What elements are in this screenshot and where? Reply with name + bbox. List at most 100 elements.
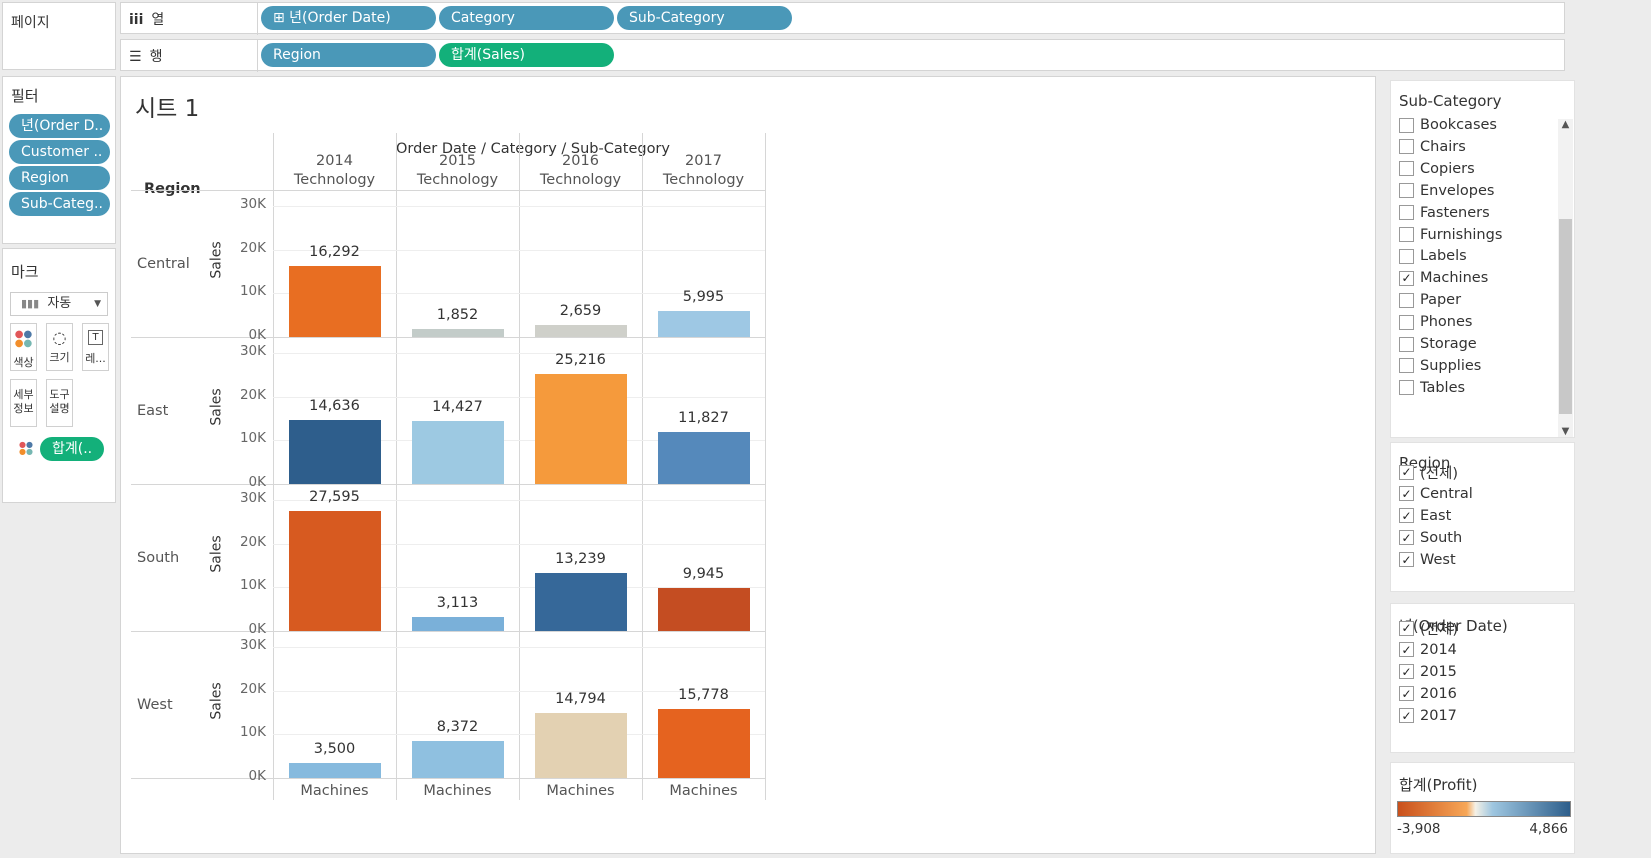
checkbox-icon[interactable] <box>1399 227 1414 242</box>
checkbox-icon[interactable] <box>1399 248 1414 264</box>
checkbox-checked-icon[interactable]: ✓ <box>1399 270 1414 286</box>
scroll-thumb[interactable] <box>1559 219 1572 414</box>
subcategory-filter-item[interactable]: ✓ Machines <box>1399 267 1488 289</box>
region-filter-card: Region ✓ (전체) ✓ Central ✓ East ✓ South ✓ West <box>1390 442 1575 592</box>
year-filter-item-label: 2017 <box>1420 707 1457 724</box>
subcategory-filter-item-label: Furnishings <box>1420 226 1503 243</box>
mark-tooltip-button[interactable]: 도구 설명 <box>46 379 73 427</box>
checkbox-icon[interactable] <box>1399 336 1414 352</box>
subcategory-filter-item-label: Supplies <box>1420 357 1482 374</box>
size-circles-icon: ◌ <box>52 328 67 347</box>
region-filter-item[interactable]: ✓ West <box>1399 549 1456 571</box>
pages-shelf-title: 페이지 <box>11 15 50 31</box>
checkbox-checked-icon[interactable]: ✓ <box>1399 530 1414 546</box>
subcategory-filter-item[interactable]: Bookcases <box>1399 114 1497 136</box>
filter-pill-customer[interactable]: Customer .. <box>9 140 110 164</box>
checkbox-icon[interactable] <box>1399 117 1414 133</box>
rows-pill-region[interactable]: Region <box>261 43 436 67</box>
subcategory-filter-item[interactable]: Phones <box>1399 311 1472 333</box>
year-filter-item[interactable]: ✓ (전체) <box>1399 617 1458 639</box>
profit-legend-title: 합계(Profit) <box>1399 776 1478 794</box>
subcategory-filter-item-label: Chairs <box>1420 138 1466 155</box>
text-label-icon: T <box>88 330 103 345</box>
subcategory-filter-card: Sub-Category Bookcases Chairs Copiers Envel… <box>1390 80 1575 438</box>
profit-max-label: 4,866 <box>1529 821 1568 837</box>
subcategory-filter-item-label: Paper <box>1420 292 1462 309</box>
scroll-up-icon[interactable]: ▲ <box>1561 119 1570 130</box>
mark-color-button[interactable]: ●● ●● 색상 <box>10 323 37 371</box>
profit-gradient[interactable] <box>1397 801 1571 817</box>
year-filter-item[interactable]: ✓ 2017 <box>1399 705 1457 727</box>
columns-pill-category[interactable]: Category <box>439 6 614 30</box>
profit-min-label: -3,908 <box>1397 821 1441 837</box>
subcategory-filter-item-label: Tables <box>1420 379 1466 396</box>
rows-shelf[interactable]: ☰ 행 Region 합계(Sales) <box>120 39 1565 72</box>
color-dots-icon: ●● ●● <box>14 329 33 349</box>
sheet-title: 시트 1 <box>135 96 200 122</box>
mark-type-dropdown[interactable]: ▮▮▮ 자동 ▼ <box>10 292 108 316</box>
scroll-down-icon[interactable]: ▼ <box>1561 426 1570 437</box>
pages-shelf[interactable]: 페이지 <box>2 2 116 70</box>
checkbox-icon[interactable] <box>1399 314 1414 330</box>
checkbox-icon[interactable] <box>1399 139 1414 155</box>
subcategory-filter-item[interactable]: Storage <box>1399 333 1477 355</box>
subcategory-filter-item-label: Storage <box>1420 336 1477 352</box>
columns-shelf-label: iii 열 <box>129 12 165 28</box>
year-filter-item[interactable]: ✓ 2014 <box>1399 639 1457 661</box>
subcategory-filter-item[interactable]: Fasteners <box>1399 202 1490 224</box>
subcategory-filter-item[interactable]: Labels <box>1399 245 1467 267</box>
checkbox-checked-icon[interactable]: ✓ <box>1399 620 1414 636</box>
checkbox-checked-icon[interactable]: ✓ <box>1399 664 1414 680</box>
checkbox-checked-icon[interactable]: ✓ <box>1399 508 1414 524</box>
scrollbar[interactable]: ▲ ▼ <box>1558 119 1573 437</box>
rows-pill-sum-sales[interactable]: 합계(Sales) <box>439 43 614 67</box>
subcategory-filter-item-label: Envelopes <box>1420 182 1495 199</box>
subcategory-filter-item-label: Labels <box>1420 248 1467 265</box>
checkbox-checked-icon[interactable]: ✓ <box>1399 464 1414 480</box>
subcategory-filter-item[interactable]: Envelopes <box>1399 180 1494 202</box>
subcategory-filter-item[interactable]: Furnishings <box>1399 224 1502 246</box>
region-filter-item[interactable]: ✓ East <box>1399 505 1451 527</box>
checkbox-icon[interactable] <box>1399 183 1414 199</box>
chevron-down-icon: ▼ <box>94 299 101 309</box>
subcategory-filter-item[interactable]: Paper <box>1399 289 1461 311</box>
columns-pill-sub-category[interactable]: Sub-Category <box>617 6 792 30</box>
columns-pill-order-date[interactable]: ⊞ 년(Order Date) <box>261 6 436 30</box>
region-filter-item[interactable]: ✓ Central <box>1399 483 1473 505</box>
checkbox-checked-icon[interactable]: ✓ <box>1399 486 1414 502</box>
year-filter-item-label: 2014 <box>1420 641 1457 658</box>
bar-chart-icon: ▮▮▮ <box>21 297 40 310</box>
year-filter-title: 년(Order Date) <box>1399 617 1508 635</box>
checkbox-icon[interactable] <box>1399 358 1414 374</box>
columns-shelf[interactable]: iii 열 ⊞ 년(Order Date) Category Sub-Catego… <box>120 2 1565 35</box>
mark-detail-button[interactable]: 세부 정보 <box>10 379 37 427</box>
marks-title: 마크 <box>11 263 39 281</box>
marks-pill-sum-profit[interactable]: 합계(.. <box>40 437 104 461</box>
checkbox-icon[interactable] <box>1399 380 1414 396</box>
subcategory-filter-item[interactable]: Copiers <box>1399 158 1475 180</box>
filter-pill-order-date[interactable]: 년(Order D.. <box>9 114 110 138</box>
region-filter-item[interactable]: ✓ South <box>1399 527 1462 549</box>
subcategory-filter-item[interactable]: Tables <box>1399 377 1465 399</box>
profit-color-legend: 합계(Profit) -3,908 4,866 <box>1390 762 1575 854</box>
checkbox-icon[interactable] <box>1399 205 1414 221</box>
subcategory-filter-item-label: Bookcases <box>1420 117 1497 133</box>
mark-label-button[interactable]: T 레... <box>82 323 109 371</box>
filter-pill-region[interactable]: Region <box>9 166 110 190</box>
checkbox-icon[interactable] <box>1399 292 1414 308</box>
checkbox-checked-icon[interactable]: ✓ <box>1399 642 1414 658</box>
checkbox-icon[interactable] <box>1399 161 1414 177</box>
subcategory-filter-item[interactable]: Supplies <box>1399 355 1481 377</box>
year-filter-item[interactable]: ✓ 2016 <box>1399 683 1457 705</box>
checkbox-checked-icon[interactable]: ✓ <box>1399 708 1414 724</box>
checkbox-checked-icon[interactable]: ✓ <box>1399 686 1414 702</box>
filter-pill-sub-category[interactable]: Sub-Categ.. <box>9 192 110 216</box>
subcategory-filter-item-label: Machines <box>1420 270 1489 287</box>
subcategory-filter-item[interactable]: Chairs <box>1399 136 1466 158</box>
checkbox-checked-icon[interactable]: ✓ <box>1399 552 1414 568</box>
year-filter-card: 년(Order Date) ✓ (전체) ✓ 2014 ✓ 2015 ✓ 2016 ✓ 2017 <box>1390 603 1575 753</box>
year-filter-item[interactable]: ✓ 2015 <box>1399 661 1457 683</box>
mark-size-button[interactable]: ◌ 크기 <box>46 323 73 371</box>
worksheet: 시트 1 <box>120 76 1376 854</box>
region-filter-item[interactable]: ✓ (전체) <box>1399 461 1458 483</box>
